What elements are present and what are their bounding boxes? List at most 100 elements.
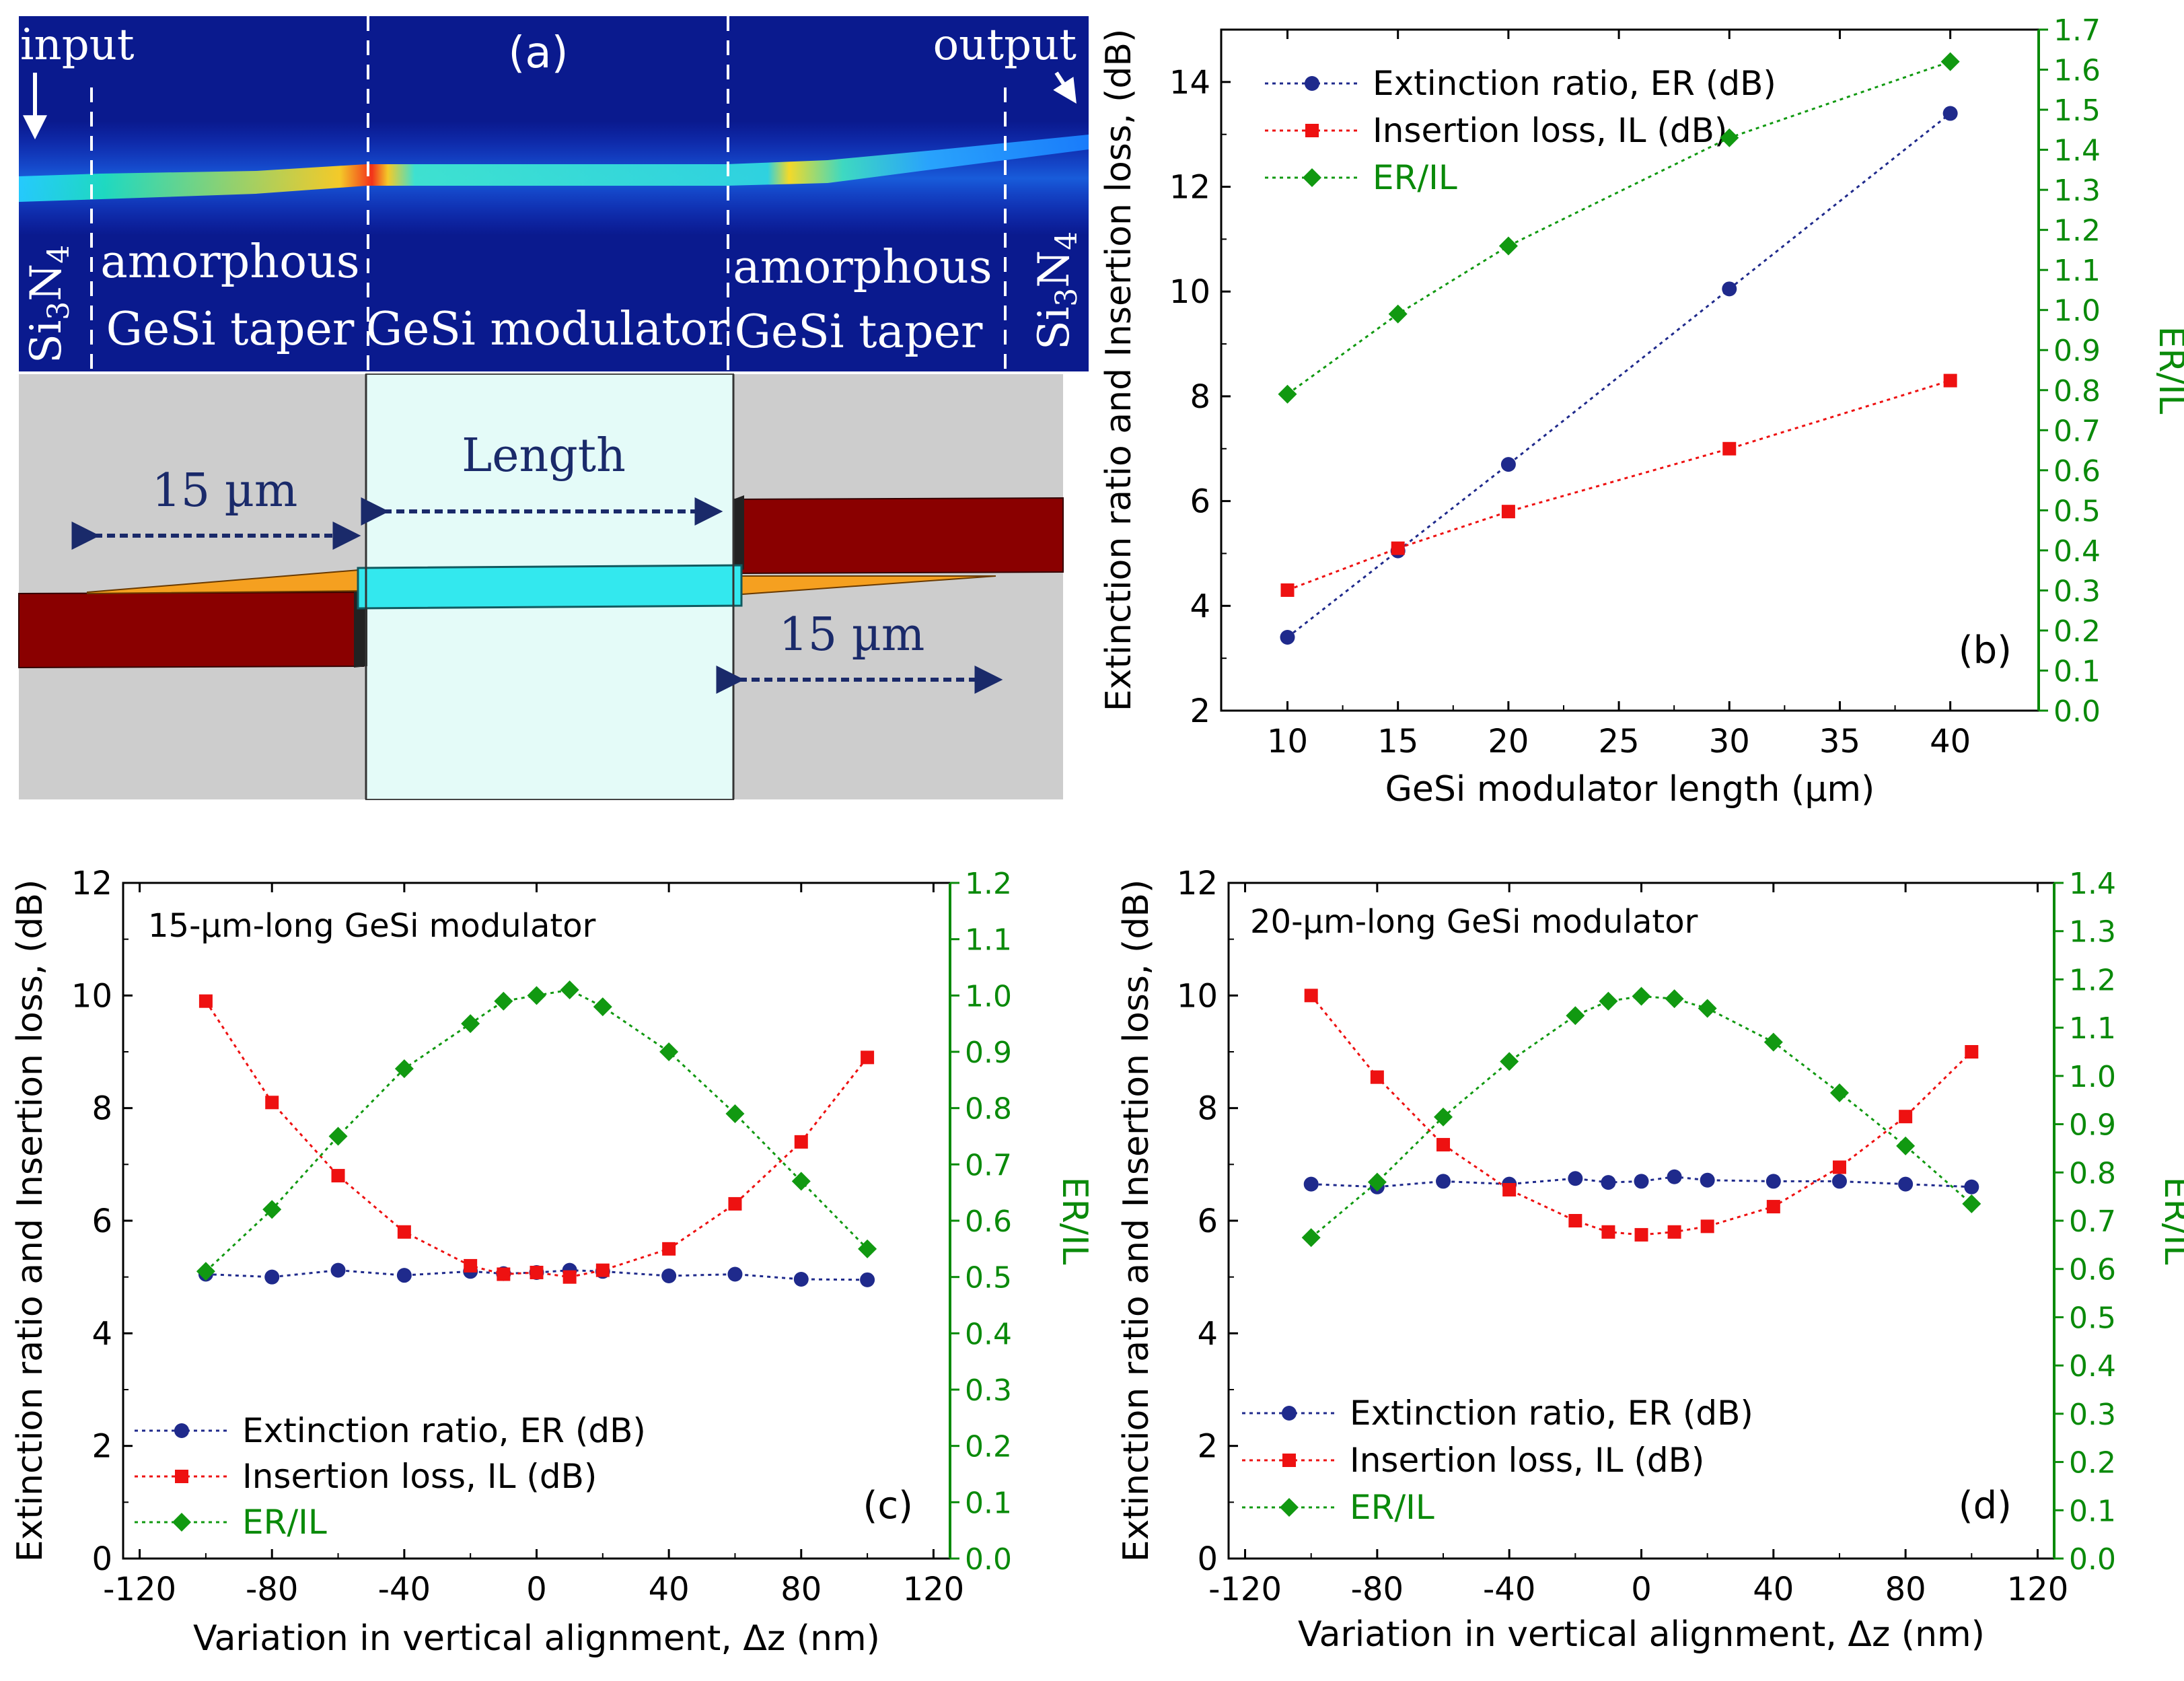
length-label: Length (462, 429, 626, 482)
y-axis-label: Extinction ratio and Insertion loss, (dB… (10, 880, 50, 1563)
si3n4-right-label: Si3N4 (1029, 231, 1084, 350)
data-point (1766, 1200, 1780, 1214)
y2-tick-label: 0.8 (965, 1092, 1012, 1126)
x-tick-label: 40 (1930, 723, 1971, 760)
legend-label: Extinction ratio, ER (dB) (1373, 64, 1776, 103)
data-point (725, 1104, 745, 1124)
chart-b: 10 15 20 25 30 35 40 2 4 6 8 10 12 14 0.0 0.1 0.2 0.3 0.4 0… (1099, 13, 2184, 810)
data-point (397, 1225, 411, 1239)
series-line (205, 1000, 869, 1279)
x-tick-label: 20 (1488, 723, 1529, 760)
data-point (1304, 989, 1318, 1003)
y-tick-label: 2 (1197, 1428, 1218, 1466)
y2-tick-label: 0.9 (965, 1036, 1012, 1070)
y2-tick-label: 0.6 (965, 1205, 1012, 1239)
x-tick-label: 15 (1377, 723, 1418, 760)
data-point (265, 1096, 279, 1110)
y2-tick-label: 0.6 (2053, 454, 2101, 489)
y-tick-label: 14 (1169, 64, 1210, 102)
data-point (1829, 1083, 1849, 1102)
panel-label: (c) (863, 1484, 913, 1528)
data-point (1942, 106, 1958, 121)
x-axis-label: Variation in vertical alignment, Δz (nm) (193, 1618, 880, 1659)
data-point (1940, 52, 1960, 71)
data-point (1278, 384, 1297, 404)
x-tick-label: 120 (2007, 1571, 2069, 1608)
y2-tick-label: 1.4 (2069, 867, 2116, 901)
data-point (593, 997, 612, 1017)
data-point (1301, 1228, 1321, 1248)
data-point (1898, 1176, 1914, 1192)
y-tick-label: 12 (1169, 169, 1210, 207)
y2-tick-label: 0.4 (2069, 1349, 2116, 1384)
y2-tick-label: 0.5 (2053, 494, 2101, 528)
series-line (1286, 61, 1951, 395)
data-point (1367, 1172, 1387, 1192)
legend-entry: ER/IL (1242, 1488, 1434, 1527)
y2-tick-label: 0.3 (965, 1373, 1012, 1408)
y2-tick-label: 0.1 (2069, 1494, 2116, 1528)
legend-label: ER/IL (1350, 1488, 1434, 1527)
legend-marker (1282, 1406, 1297, 1421)
series-diamond (1278, 52, 1960, 404)
data-point (860, 1272, 875, 1287)
y2-tick-label: 1.0 (2069, 1060, 2116, 1094)
legend-marker (175, 1470, 188, 1483)
y2-tick-label: 1.2 (965, 867, 1012, 901)
y2-tick-label: 0.0 (2053, 694, 2101, 729)
y-tick-label: 2 (1190, 692, 1210, 730)
y-tick-label: 4 (1197, 1315, 1218, 1353)
panel-label: (d) (1959, 1484, 2012, 1528)
data-point (662, 1242, 676, 1256)
y2-tick-label: 0.5 (2069, 1301, 2116, 1335)
y2-tick-label: 1.2 (2069, 963, 2116, 997)
legend-entry: Insertion loss, IL (dB) (1242, 1441, 1704, 1480)
data-point (1632, 987, 1651, 1006)
charts-layer: 10 15 20 25 30 35 4024681012140.00.10.20.30.40… (10, 13, 2184, 1659)
x-tick-label: -40 (378, 1571, 431, 1608)
data-point (497, 1267, 511, 1281)
data-point (1831, 1174, 1847, 1189)
y2-tick-label: 0.5 (965, 1261, 1012, 1295)
data-point (1500, 1052, 1519, 1071)
field-beam (19, 135, 1089, 202)
legend-marker (174, 1423, 189, 1438)
data-point (1832, 1160, 1846, 1174)
y-tick-label: 8 (1197, 1090, 1218, 1128)
data-point (1720, 128, 1739, 147)
x-tick-label: -80 (246, 1571, 298, 1608)
data-point (1388, 304, 1408, 324)
data-point (464, 1258, 478, 1273)
modulator-label: GeSi modulator (366, 303, 730, 356)
x-tick-label: -80 (1351, 1571, 1404, 1608)
data-point (328, 1126, 348, 1146)
data-point (595, 1263, 610, 1277)
data-point (494, 991, 513, 1011)
y-tick-label: 8 (92, 1090, 112, 1128)
y2-tick-label: 0.1 (965, 1486, 1012, 1520)
data-point (1964, 1179, 1979, 1194)
legend-label: Insertion loss, IL (dB) (242, 1457, 597, 1496)
right-waveguide (733, 497, 1064, 575)
y2-tick-label: 1.1 (965, 923, 1012, 958)
y-tick-label: 4 (1190, 587, 1210, 625)
y2-tick-label: 0.2 (2069, 1446, 2116, 1480)
taper-right-line2: GeSi taper (735, 306, 983, 359)
legend-marker (1305, 76, 1319, 91)
legend-entry: ER/IL (135, 1503, 327, 1542)
y2-tick-label: 0.7 (2053, 414, 2101, 448)
data-point (1280, 630, 1295, 645)
data-point (1436, 1174, 1451, 1189)
data-point (728, 1196, 742, 1211)
y-tick-label: 0 (1197, 1540, 1218, 1578)
data-point (1722, 441, 1737, 456)
data-point (1763, 1032, 1783, 1052)
right-waveguide-side (733, 495, 744, 573)
data-point (791, 1172, 811, 1191)
data-point (264, 1269, 280, 1285)
data-point (461, 1014, 480, 1034)
series-line (1310, 995, 1973, 1239)
x-tick-label: 30 (1709, 723, 1750, 760)
series-diamond (1301, 987, 1981, 1248)
